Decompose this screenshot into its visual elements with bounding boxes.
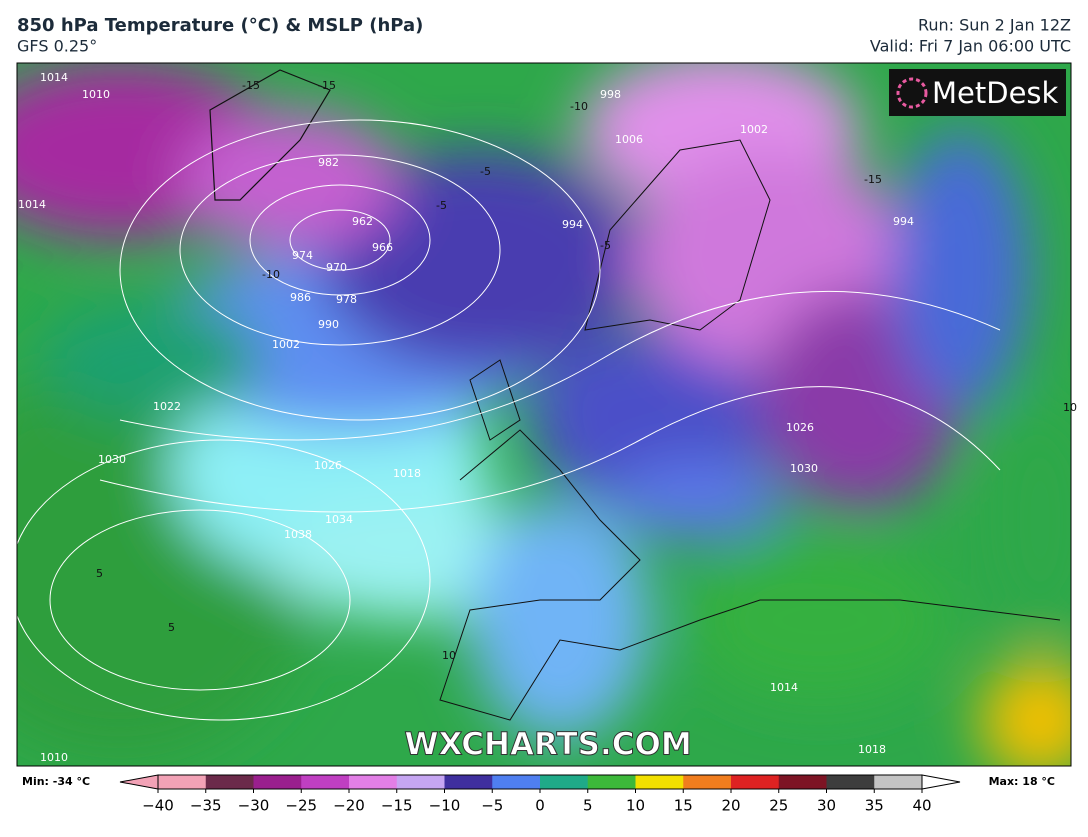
isobar-label: 1038: [284, 528, 312, 541]
isobar-label: 1014: [770, 681, 798, 694]
colorbar-tick-label: −5: [481, 797, 503, 815]
temperature-label: -15: [864, 173, 882, 186]
colorbar-min: Min: -34 °C: [22, 775, 90, 788]
isobar-label: 1034: [325, 513, 353, 526]
colorbar-segment: [301, 775, 350, 789]
isobar-label: 1002: [272, 338, 300, 351]
subtitle: GFS 0.25°: [17, 37, 97, 56]
isobar-label: 1010: [40, 751, 68, 764]
temperature-label: -15: [242, 79, 260, 92]
isobar-label: 994: [893, 215, 914, 228]
colorbar-segment: [683, 775, 732, 789]
isobar-label: 966: [372, 241, 393, 254]
isobar-label: 1002: [740, 123, 768, 136]
colorbar-arrow-left: [119, 774, 159, 790]
colorbar-tick-label: 25: [769, 797, 788, 815]
map-frame: [16, 62, 1072, 767]
temperature-label: -10: [570, 100, 588, 113]
colorbar-segment: [205, 775, 254, 789]
isobar-label: 982: [318, 156, 339, 169]
temperature-label: 10: [442, 649, 456, 662]
isobar-label: 994: [562, 218, 583, 231]
logo-icon: [896, 77, 928, 109]
colorbar-tick-label: 5: [583, 797, 593, 815]
colorbar-segment: [826, 775, 875, 789]
colorbar-max: Max: 18 °C: [989, 775, 1055, 788]
temperature-label: -5: [436, 199, 447, 212]
colorbar-tick-label: −35: [190, 797, 222, 815]
isobar-label: 1030: [98, 453, 126, 466]
colorbar-segment: [587, 775, 636, 789]
colorbar-tick-label: −15: [381, 797, 413, 815]
colorbar-tick-label: 30: [817, 797, 836, 815]
isobar-label: 1014: [18, 198, 46, 211]
colorbar-tick-label: −25: [285, 797, 317, 815]
colorbar-tick-label: 10: [626, 797, 645, 815]
isobar-label: 978: [336, 293, 357, 306]
colorbar-tick-label: −20: [333, 797, 365, 815]
colorbar-segment: [396, 775, 445, 789]
temperature-label: 10: [1063, 401, 1077, 414]
colorbar-tick-label: −40: [142, 797, 174, 815]
colorbar: −40 −35 −30 −25 −20 −15 −10 −5 0 5 10 15 20 25 30 35 40: [119, 774, 961, 815]
title: 850 hPa Temperature (°C) & MSLP (hPa): [17, 15, 423, 36]
isobar-label: 970: [326, 261, 347, 274]
colorbar-segment: [540, 775, 589, 789]
map: [17, 63, 1071, 766]
colorbar-segment: [492, 775, 541, 789]
isobar-label: 998: [600, 88, 621, 101]
isobar-label: 1018: [393, 467, 421, 480]
isobar-label: 990: [318, 318, 339, 331]
colorbar-tick-label: 35: [865, 797, 884, 815]
colorbar-tick-label: −10: [429, 797, 461, 815]
temperature-label: 5: [168, 621, 175, 634]
isobar-label: 962: [352, 215, 373, 228]
isobar-label: 1030: [790, 462, 818, 475]
isobar-label: 1010: [82, 88, 110, 101]
colorbar-tick-label: 0: [535, 797, 545, 815]
run: Run: Sun 2 Jan 12Z: [918, 16, 1071, 35]
isobar-label: 1014: [40, 71, 68, 84]
isobar-label: 1018: [858, 743, 886, 756]
colorbar-segment: [731, 775, 780, 789]
colorbar-segment: [349, 775, 398, 789]
colorbar-tick-label: 20: [721, 797, 740, 815]
colorbar-segment: [253, 775, 302, 789]
isobar-label: 1026: [314, 459, 342, 472]
temperature-label: -5: [480, 165, 491, 178]
colorbar-tick-label: −30: [238, 797, 270, 815]
logo-box: [889, 69, 1066, 116]
isobar-label: 1026: [786, 421, 814, 434]
colorbar-segment: [635, 775, 684, 789]
colorbar-tick-label: 40: [912, 797, 931, 815]
temperature-label: 5: [96, 567, 103, 580]
temperature-label: -10: [262, 268, 280, 281]
isobar-label: 986: [290, 291, 311, 304]
colorbar-tick-label: 15: [674, 797, 693, 815]
colorbar-segment: [158, 775, 207, 789]
temperature-label: -5: [600, 239, 611, 252]
isobar-label: 1006: [615, 133, 643, 146]
watermark: WXCHARTS.COM: [404, 727, 691, 763]
colorbar-segment: [778, 775, 827, 789]
colorbar-segment: [874, 775, 923, 789]
logo: MetDesk: [932, 76, 1059, 110]
colorbar-segment: [444, 775, 493, 789]
temperature-label: -15: [318, 79, 336, 92]
isobar-label: 1022: [153, 400, 181, 413]
valid: Valid: Fri 7 Jan 06:00 UTC: [870, 37, 1071, 56]
isobar-label: 974: [292, 249, 313, 262]
colorbar-arrow-right: [921, 774, 961, 790]
